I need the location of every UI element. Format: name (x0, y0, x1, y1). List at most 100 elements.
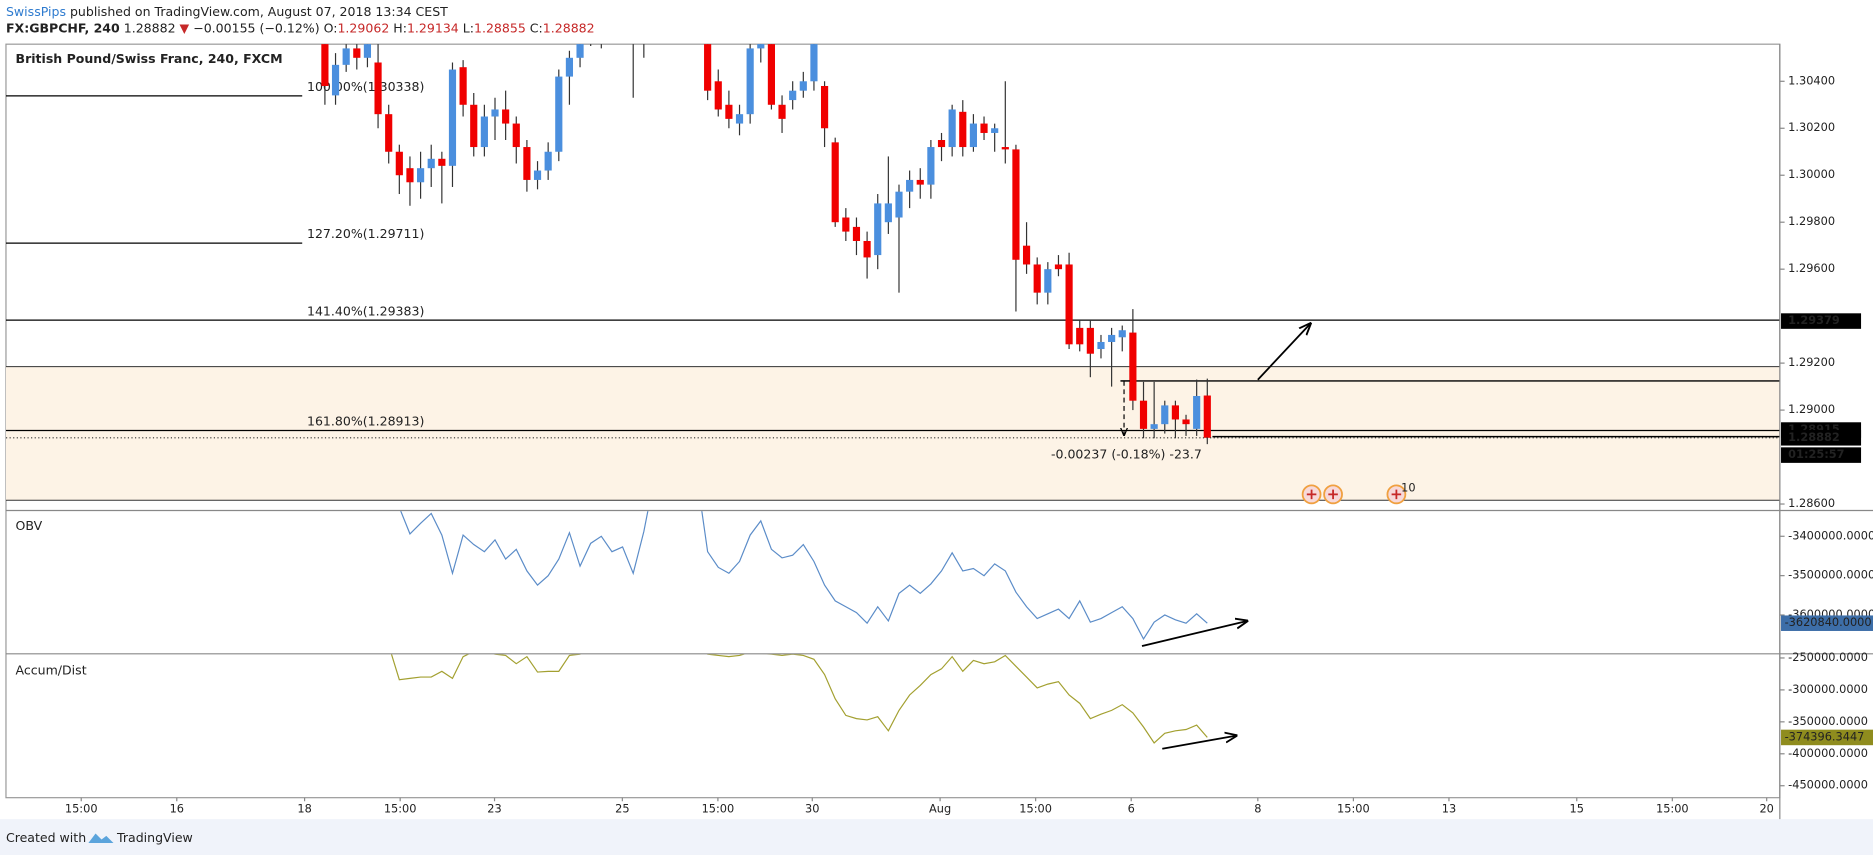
y-tick-label: -3400000.0000 (1788, 528, 1873, 542)
candle-body (459, 67, 467, 105)
candle-body (363, 44, 372, 58)
candle-body (353, 48, 361, 58)
candle-body (1001, 147, 1009, 150)
y-tick-label: -350000.0000 (1788, 714, 1868, 728)
candle-body (1139, 400, 1148, 429)
candle-body (1086, 327, 1094, 354)
fib-label: 161.80%(1.28913) (307, 414, 424, 429)
countdown: 01:25:57 (1788, 447, 1844, 461)
candle-body (1161, 405, 1169, 425)
measure-label: -0.00237 (-0.18%) -23.7 (1051, 446, 1202, 461)
author[interactable]: SwissPips (6, 3, 66, 18)
price-label: 1.28882 (1788, 430, 1840, 444)
candle-body (448, 69, 457, 166)
candle-body (480, 116, 488, 148)
y-tick-label: 1.29200 (1788, 355, 1835, 369)
brand[interactable]: TradingView (116, 830, 193, 845)
candle-body (895, 191, 903, 218)
overlay: -0.00237 (-0.18%) -23.7 10 (1051, 380, 1416, 505)
candle-body (321, 44, 329, 86)
x-tick-label: 15:00 (384, 802, 417, 816)
y-tick-label: 1.30000 (1788, 167, 1835, 181)
price-pane: 100.00%(1.30338)127.20%(1.29711)141.40%(… (5, 44, 1780, 501)
candle-body (1012, 149, 1020, 260)
candle-body (385, 114, 393, 152)
candle-body (1097, 341, 1105, 350)
candle-body (1129, 332, 1137, 401)
y-tick-label: -450000.0000 (1788, 778, 1868, 792)
candle-body (576, 44, 584, 58)
candle-body (852, 226, 861, 241)
price-label-box (1781, 313, 1862, 329)
event-note: 10 (1401, 480, 1415, 494)
candle-body (948, 109, 956, 148)
candle-body (959, 111, 967, 148)
candle-body (1182, 419, 1190, 425)
candle-body (789, 90, 797, 101)
candle-body (980, 123, 988, 133)
x-tick-label: 15:00 (1656, 802, 1689, 816)
last-value-box (1781, 615, 1873, 631)
x-tick-label: 15:00 (65, 802, 98, 816)
candle-body (820, 85, 829, 129)
candle-body (1076, 327, 1084, 345)
y-tick-label: -400000.0000 (1788, 746, 1868, 760)
created-with: Created with (6, 830, 86, 845)
x-tick-label: 30 (805, 802, 819, 816)
price-label: 1.29379 (1788, 313, 1840, 327)
fib-label: 141.40%(1.29383) (307, 303, 424, 318)
ohlc-3-value: 1.28882 (543, 20, 595, 35)
trend-arrow (1257, 324, 1311, 381)
candle-body (342, 48, 350, 65)
candle-body (470, 104, 478, 148)
obv-pane (400, 511, 1208, 641)
trend-arrow (1162, 736, 1236, 750)
candle-body (395, 151, 403, 176)
candle-body (863, 240, 871, 258)
last-value-label: -3620840.0000 (1785, 615, 1872, 629)
ohlc-0-key: O: (324, 20, 338, 35)
candle-body (1022, 245, 1031, 265)
last-value-box (1781, 729, 1873, 746)
ohlc-1-value: 1.29134 (407, 20, 459, 35)
candle-body (331, 64, 340, 96)
candle-body (512, 123, 520, 148)
candle-body (1203, 395, 1211, 438)
y-tick-label: -250000.0000 (1788, 650, 1868, 664)
x-tick-label: 13 (1442, 802, 1456, 816)
candle-body (704, 44, 712, 91)
zone (5, 366, 1780, 501)
countdown-box (1781, 447, 1862, 463)
candle-body (1171, 405, 1179, 420)
indicator-line (400, 511, 1208, 641)
candle-body (1044, 269, 1052, 293)
last-price: 1.28882 (124, 20, 176, 35)
candle-body (714, 81, 722, 110)
symbol-line: FX:GBPCHF, 240 1.28882 ▼ −0.00155 (−0.12… (6, 20, 595, 35)
y-tick-label: -300000.0000 (1788, 682, 1868, 696)
y-tick-label: -3500000.0000 (1788, 568, 1873, 582)
x-tick-label: 15 (1570, 802, 1584, 816)
published: published on TradingView.com, August 07,… (70, 3, 448, 18)
candle-body (906, 179, 914, 192)
candle-body (565, 57, 574, 77)
candle-body (1065, 264, 1073, 345)
y-tick-label: 1.30400 (1788, 73, 1835, 87)
change-arrow: ▼ (180, 20, 190, 35)
x-tick-label: 20 (1759, 802, 1773, 816)
candle-body (799, 81, 807, 91)
y-tick-label: 1.30200 (1788, 120, 1835, 134)
candle-body (417, 168, 425, 183)
candle-body (1054, 264, 1063, 270)
x-tick-label: 16 (170, 802, 184, 816)
x-tick-label: 18 (297, 802, 311, 816)
candle-body (767, 44, 776, 105)
candle-body (1033, 264, 1041, 293)
candle-body (533, 170, 542, 180)
x-tick-label: 8 (1254, 802, 1261, 816)
ohlc-1-key: H: (393, 20, 407, 35)
pane-title: Accum/Dist (16, 663, 87, 678)
candle-body (555, 76, 563, 152)
candle-body (937, 140, 946, 148)
candle-body (916, 179, 924, 185)
